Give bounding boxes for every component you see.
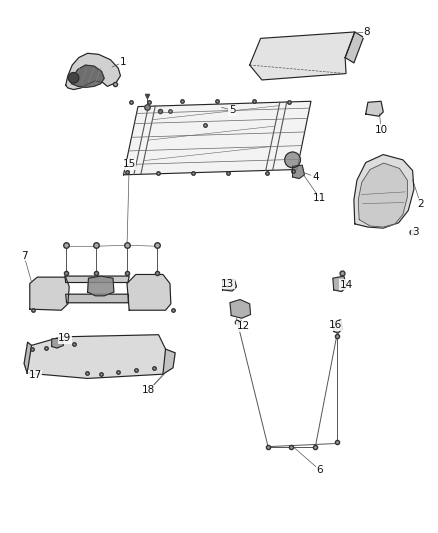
Polygon shape [230, 300, 251, 318]
Polygon shape [66, 53, 120, 90]
Polygon shape [354, 155, 414, 228]
Text: 14: 14 [339, 280, 353, 289]
Text: 1: 1 [119, 58, 126, 67]
Polygon shape [66, 294, 128, 303]
Polygon shape [127, 274, 171, 310]
Text: 2: 2 [417, 199, 424, 208]
Polygon shape [250, 32, 355, 80]
Polygon shape [345, 32, 364, 63]
Text: 4: 4 [312, 172, 319, 182]
Polygon shape [358, 163, 407, 227]
Text: 12: 12 [237, 321, 250, 331]
Text: 7: 7 [21, 251, 28, 261]
Text: 15: 15 [123, 159, 136, 169]
Polygon shape [24, 342, 32, 373]
Text: 18: 18 [142, 385, 155, 395]
Polygon shape [223, 279, 237, 291]
Polygon shape [163, 349, 175, 374]
Polygon shape [88, 276, 114, 296]
Text: 13: 13 [221, 279, 234, 288]
Text: 19: 19 [58, 333, 71, 343]
Polygon shape [52, 338, 64, 348]
Text: 16: 16 [329, 320, 342, 330]
Text: 3: 3 [412, 228, 419, 237]
Polygon shape [71, 65, 104, 87]
Polygon shape [124, 101, 311, 175]
Polygon shape [366, 101, 383, 116]
Text: 5: 5 [229, 106, 236, 115]
Polygon shape [30, 277, 69, 310]
Text: 17: 17 [28, 370, 42, 380]
Polygon shape [293, 165, 304, 179]
Text: 10: 10 [374, 125, 388, 135]
Circle shape [68, 72, 79, 83]
Polygon shape [333, 276, 347, 292]
Polygon shape [27, 335, 166, 378]
Circle shape [285, 152, 300, 168]
Text: 11: 11 [313, 193, 326, 203]
Text: 6: 6 [316, 465, 323, 475]
Polygon shape [65, 276, 129, 282]
Text: 8: 8 [364, 27, 371, 37]
Polygon shape [333, 320, 343, 333]
